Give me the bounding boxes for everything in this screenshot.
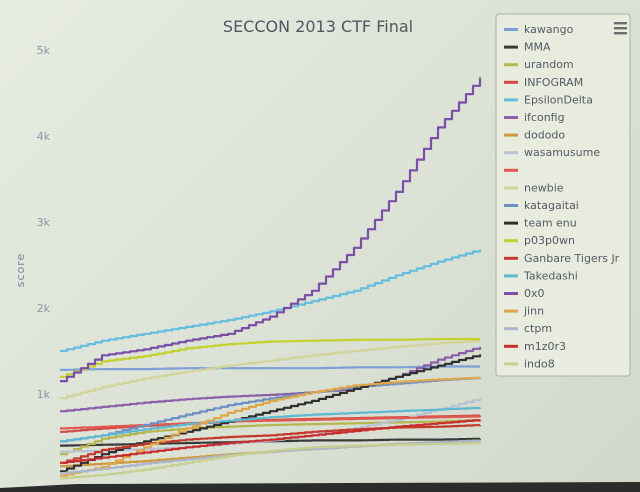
legend-swatch [504, 45, 518, 49]
legend-item[interactable]: 0x0 [504, 287, 545, 300]
legend-item[interactable]: INFOGRAM [504, 76, 583, 89]
legend-label: m1z0r3 [524, 340, 566, 353]
series-line[interactable] [60, 442, 482, 480]
legend-label: kawango [524, 23, 574, 36]
legend-item[interactable]: m1z0r3 [504, 340, 566, 353]
legend-label: Takedashi [523, 269, 578, 282]
legend-swatch [504, 344, 518, 348]
legend-item[interactable]: MMA [504, 41, 551, 54]
legend-label: dododo [524, 129, 565, 142]
legend-swatch [504, 292, 518, 295]
legend-label: MMA [524, 41, 551, 54]
legend-item[interactable]: Takedashi [504, 269, 578, 282]
series-line[interactable] [60, 337, 480, 378]
y-tick-label: 2k [37, 302, 51, 315]
legend-label: wasamusume [524, 146, 600, 159]
legend-item[interactable]: jinn [504, 305, 544, 318]
legend-label: team enu [524, 217, 577, 230]
y-tick-label: 1k [37, 388, 51, 401]
legend-item[interactable]: EpsilonDelta [504, 93, 593, 106]
legend-swatch [504, 98, 518, 102]
bottom-edge-shadow [0, 482, 640, 492]
legend-item[interactable]: p03p0wn [504, 234, 575, 247]
legend-swatch [504, 204, 518, 207]
legend-item[interactable]: ctpm [504, 322, 552, 335]
y-tick-label: 4k [37, 130, 51, 143]
legend-label: INFOGRAM [524, 76, 583, 89]
legend-label: newbie [524, 181, 564, 194]
series-line[interactable] [60, 346, 482, 413]
legend-label: ifconfig [524, 111, 565, 124]
legend-label: jinn [523, 305, 544, 318]
series-line[interactable] [60, 419, 482, 464]
legend-label: p03p0wn [524, 234, 575, 247]
legend-item[interactable]: dododo [504, 129, 565, 142]
legend-item[interactable]: wasamusume [504, 146, 600, 159]
series-line[interactable] [60, 77, 482, 383]
legend-item[interactable]: newbie [504, 181, 564, 194]
legend-swatch [504, 116, 518, 119]
legend-item[interactable]: ifconfig [504, 111, 565, 124]
series-line[interactable] [60, 406, 482, 443]
legend-swatch [504, 239, 518, 243]
y-axis-ticks: 1k 2k 3k 4k 5k [37, 44, 51, 401]
legend-swatch [504, 63, 518, 67]
legend-swatch [504, 309, 518, 313]
legend-swatch [504, 274, 518, 278]
legend-item[interactable]: team enu [504, 217, 577, 230]
plot-area [60, 77, 482, 480]
legend-label: EpsilonDelta [524, 93, 593, 106]
legend-swatch [504, 168, 518, 172]
legend-swatch [504, 186, 518, 190]
series-line[interactable] [60, 249, 482, 353]
legend-item[interactable]: Ganbare Tigers Jr [504, 252, 620, 265]
series-line[interactable] [60, 415, 482, 430]
series-line[interactable] [60, 340, 482, 400]
chart-title: SECCON 2013 CTF Final [223, 17, 413, 36]
series-line[interactable] [60, 354, 482, 473]
legend-label: Ganbare Tigers Jr [524, 252, 620, 265]
legend-swatch [504, 256, 518, 260]
y-tick-label: 3k [37, 216, 51, 229]
legend-item[interactable]: indo8 [504, 357, 555, 370]
legend-item[interactable]: kawango [504, 23, 574, 36]
series-line[interactable] [60, 424, 482, 464]
legend-box [495, 13, 631, 377]
legend-swatch [504, 28, 518, 31]
legend-swatch [504, 362, 518, 366]
legend-swatch [504, 133, 518, 137]
legend-swatch [504, 327, 518, 331]
legend-label: ctpm [524, 322, 552, 335]
legend-item[interactable]: urandom [504, 58, 574, 71]
legend-label: katagaitai [524, 199, 579, 212]
series-line[interactable] [60, 419, 482, 456]
legend-label: indo8 [524, 357, 555, 370]
legend-label: urandom [524, 58, 574, 71]
legend-item[interactable]: katagaitai [504, 199, 579, 212]
legend: kawango MMA urandom INFOGRAM EpsilonDelta ifc… [495, 13, 631, 377]
legend-item[interactable] [504, 168, 518, 172]
series-line[interactable] [60, 365, 480, 371]
legend-swatch [504, 221, 518, 225]
legend-swatch [504, 151, 518, 155]
legend-label: 0x0 [524, 287, 545, 300]
y-tick-label: 5k [37, 44, 51, 57]
hamburger-menu-icon[interactable] [614, 22, 627, 35]
legend-items: kawango MMA urandom INFOGRAM EpsilonDelta ifc… [504, 23, 620, 370]
legend-swatch [504, 80, 518, 84]
y-axis-label: score [14, 253, 27, 288]
